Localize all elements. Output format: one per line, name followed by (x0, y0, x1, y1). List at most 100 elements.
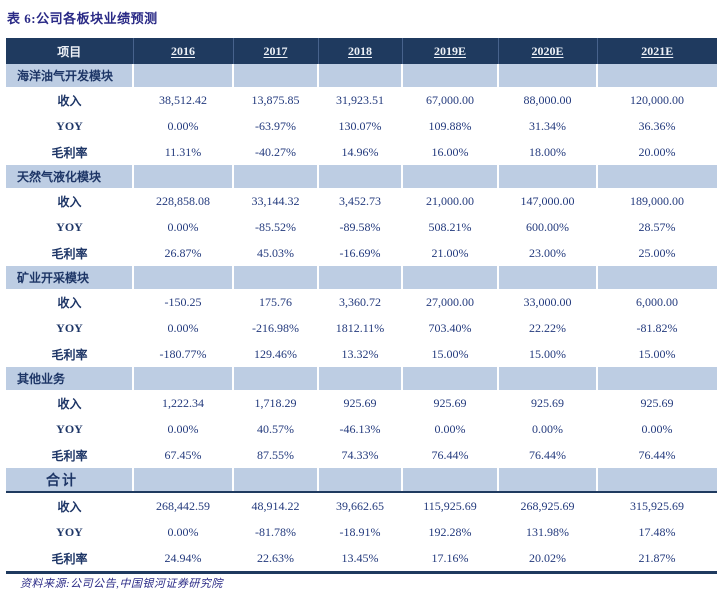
row-label: 毛利率 (51, 448, 88, 463)
cell-value: 14.96% (341, 144, 379, 159)
section-empty-cell (402, 367, 499, 390)
cell-value: -40.27% (255, 144, 296, 159)
cell-value: 925.69 (433, 395, 467, 410)
cell-value: 11.31% (164, 144, 202, 159)
cell-value: 21.00% (431, 245, 469, 260)
table-row: YOY 0.00% -216.98% 1812.11% 703.40% 22.22% -81… (6, 315, 717, 341)
cell-value: 3,360.72 (339, 294, 381, 309)
section-empty-cell (233, 468, 319, 493)
section-name: 合计 (6, 468, 134, 493)
section-empty-cell (318, 468, 403, 493)
table-row: 毛利率 26.87% 45.03% -16.69% 21.00% 23.00% 25.00% (6, 240, 717, 266)
section-empty-cell (233, 367, 319, 390)
cell-value: 120,000.00 (630, 92, 684, 107)
cell-value: 26.87% (164, 245, 202, 260)
cell-value: -89.58% (339, 219, 381, 234)
section-name: 矿业开采模块 (6, 266, 134, 289)
section-empty-cell (318, 64, 403, 87)
section-header-row: 其他业务 (6, 367, 717, 390)
section-empty-cell (498, 266, 598, 289)
cell-value: 0.00% (167, 219, 199, 234)
section-empty-cell (498, 165, 598, 188)
row-label: 毛利率 (51, 347, 88, 362)
cell-value: -150.25 (164, 294, 202, 309)
section-empty-cell (133, 266, 234, 289)
year-label: 2017 (263, 43, 288, 58)
cell-value: -81.82% (636, 320, 678, 335)
cell-value: 67,000.00 (426, 92, 474, 107)
section-empty-cell (597, 64, 717, 87)
cell-value: 76.44% (638, 447, 676, 462)
cell-value: 129.46% (254, 346, 297, 361)
segment-forecast-table: 项目 2016 2017 2018 2019E 2020E 2021E 海洋油气开发模块 收入… (6, 38, 717, 574)
section-empty-cell (498, 367, 598, 390)
cell-value: 21.87% (597, 545, 717, 574)
row-label: 毛利率 (51, 246, 88, 261)
row-label: YOY (56, 320, 83, 335)
section-empty-cell (402, 266, 499, 289)
section-empty-cell (318, 165, 403, 188)
cell-value: 76.44% (529, 447, 566, 462)
section-empty-cell (318, 266, 403, 289)
cell-value: 88,000.00 (523, 92, 572, 107)
cell-value: 13.45% (318, 545, 402, 574)
cell-value: 13,875.85 (251, 92, 300, 107)
cell-value: 131.98% (526, 524, 569, 539)
row-label: 收入 (57, 93, 82, 108)
column-header-year: 2018 (318, 38, 403, 64)
cell-value: 600.00% (526, 219, 569, 234)
section-empty-cell (133, 367, 234, 390)
table-row: 收入 1,222.34 1,718.29 925.69 925.69 925.69 925.… (6, 390, 717, 416)
cell-value: 31,923.51 (336, 92, 384, 107)
section-empty-cell (498, 64, 598, 87)
table-row: YOY 0.00% 40.57% -46.13% 0.00% 0.00% 0.00% (6, 416, 717, 442)
cell-value: 24.94% (133, 545, 233, 574)
cell-value: 48,914.22 (251, 498, 300, 513)
cell-value: 0.00% (532, 421, 563, 436)
row-label: YOY (56, 421, 83, 436)
row-label: 收入 (57, 396, 82, 411)
section-name: 天然气液化模块 (6, 165, 134, 188)
cell-value: 1812.11% (335, 320, 385, 335)
column-header-year: 2019E (402, 38, 499, 64)
section-empty-cell (318, 367, 403, 390)
cell-value: 67.45% (164, 447, 202, 462)
cell-value: 38,512.42 (159, 92, 207, 107)
cell-value: 3,452.73 (339, 193, 381, 208)
cell-value: 22.22% (529, 320, 566, 335)
table-row: 毛利率 24.94% 22.63% 13.45% 17.16% 20.02% 21.87% (6, 545, 717, 574)
section-empty-cell (133, 468, 234, 493)
cell-value: 175.76 (259, 294, 292, 309)
row-label: YOY (56, 118, 83, 133)
year-label: 2018 (348, 43, 372, 58)
section-empty-cell (597, 165, 717, 188)
cell-value: -16.69% (339, 245, 381, 260)
year-label: 2019E (433, 43, 466, 58)
cell-value: 0.00% (434, 421, 466, 436)
cell-value: 20.00% (638, 144, 676, 159)
cell-value: 15.00% (529, 346, 566, 361)
cell-value: 508.21% (428, 219, 472, 234)
table-row: 收入 38,512.42 13,875.85 31,923.51 67,000.00 88… (6, 87, 717, 113)
cell-value: 1,718.29 (254, 395, 297, 410)
row-label: 收入 (57, 295, 82, 310)
column-header-year: 2017 (233, 38, 319, 64)
cell-value: 13.32% (341, 346, 379, 361)
table-title: 表 6:公司各板块业绩预测 (7, 11, 158, 26)
cell-value: 21,000.00 (426, 193, 474, 208)
section-name: 海洋油气开发模块 (6, 64, 134, 87)
cell-value: 315,925.69 (630, 498, 684, 513)
cell-value: 76.44% (431, 447, 469, 462)
table-row: 毛利率 67.45% 87.55% 74.33% 76.44% 76.44% 76.44% (6, 442, 717, 468)
cell-value: 28.57% (638, 219, 676, 234)
row-label: 毛利率 (51, 145, 88, 160)
cell-value: -180.77% (159, 346, 207, 361)
table-body: 海洋油气开发模块收入 38,512.42 13,875.85 31,923.51 67,… (6, 64, 717, 574)
cell-value: -216.98% (252, 320, 299, 335)
section-empty-cell (597, 266, 717, 289)
cell-value: 189,000.00 (630, 193, 684, 208)
cell-value: 0.00% (167, 320, 199, 335)
cell-value: 147,000.00 (520, 193, 575, 208)
cell-value: 130.07% (338, 118, 382, 133)
